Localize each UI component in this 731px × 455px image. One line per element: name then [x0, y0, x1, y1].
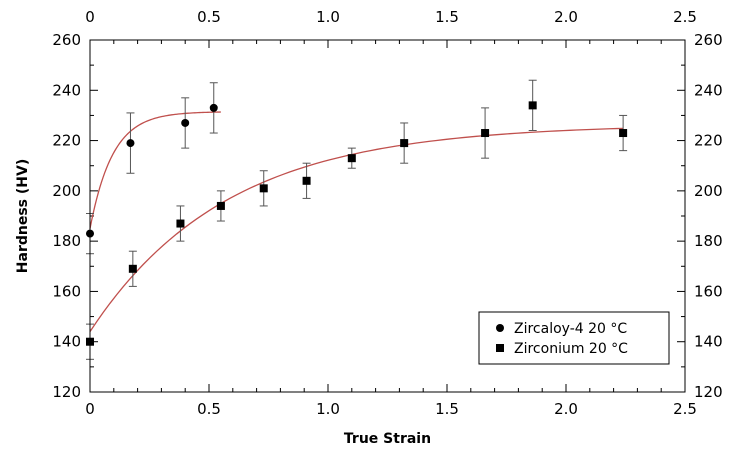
zircaloy-point: [209, 103, 218, 112]
y-tick-label-right: 120: [694, 383, 723, 401]
fit-curve-1: [89, 111, 221, 229]
y-tick-label-left: 180: [52, 232, 81, 250]
y-tick-label-right: 240: [694, 81, 723, 99]
plot-frame: [89, 39, 686, 393]
zirconium-point: [481, 129, 490, 138]
x-tick-label-bottom: 2.5: [673, 400, 697, 418]
zirconium-point: [528, 101, 537, 110]
legend-marker-circle: [496, 324, 504, 332]
y-tick-label-right: 180: [694, 232, 723, 250]
y-tick-label-right: 260: [694, 31, 723, 49]
y-tick-label-left: 260: [52, 31, 81, 49]
x-tick-label-bottom: 1.5: [435, 400, 459, 418]
y-tick-label-right: 200: [694, 182, 723, 200]
x-tick-label-top: 0: [85, 8, 95, 26]
x-tick-label-top: 2.5: [673, 8, 697, 26]
y-axis-title: Hardness (HV): [15, 159, 31, 273]
zirconium-point: [302, 176, 311, 185]
zirconium-point: [400, 139, 409, 148]
zircaloy-point: [126, 139, 135, 148]
y-tick-label-left: 160: [52, 282, 81, 300]
x-tick-label-top: 1.0: [316, 8, 340, 26]
legend-marker-square: [496, 344, 504, 352]
y-tick-label-right: 160: [694, 282, 723, 300]
fit-curves: [89, 111, 624, 333]
y-tick-label-right: 140: [694, 333, 723, 351]
data-points: [86, 101, 628, 346]
zirconium-point: [619, 129, 628, 138]
y-tick-label-left: 120: [52, 383, 81, 401]
x-tick-label-bottom: 1.0: [316, 400, 340, 418]
fit-curve-2: [89, 127, 624, 333]
y-tick-label-left: 240: [52, 81, 81, 99]
zirconium-point: [347, 154, 356, 163]
x-tick-label-bottom: 0: [85, 400, 95, 418]
zirconium-point: [128, 264, 137, 273]
y-tick-label-left: 140: [52, 333, 81, 351]
y-tick-label-left: 200: [52, 182, 81, 200]
legend-label: Zirconium 20 °C: [514, 341, 628, 357]
zirconium-point: [259, 184, 268, 193]
zirconium-point: [216, 201, 225, 210]
zircaloy-point: [181, 118, 190, 127]
y-tick-label-left: 220: [52, 132, 81, 150]
x-tick-label-bottom: 0.5: [197, 400, 221, 418]
x-tick-label-top: 2.0: [554, 8, 578, 26]
legend: Zircaloy-4 20 °C Zirconium 20 °C: [478, 311, 670, 365]
x-tick-label-top: 0.5: [197, 8, 221, 26]
x-tick-label-top: 1.5: [435, 8, 459, 26]
zirconium-point: [176, 219, 185, 228]
legend-label: Zircaloy-4 20 °C: [514, 321, 627, 337]
legend-box: [478, 311, 670, 365]
x-axis-title: True Strain: [344, 431, 431, 447]
x-tick-label-bottom: 2.0: [554, 400, 578, 418]
y-tick-label-right: 220: [694, 132, 723, 150]
